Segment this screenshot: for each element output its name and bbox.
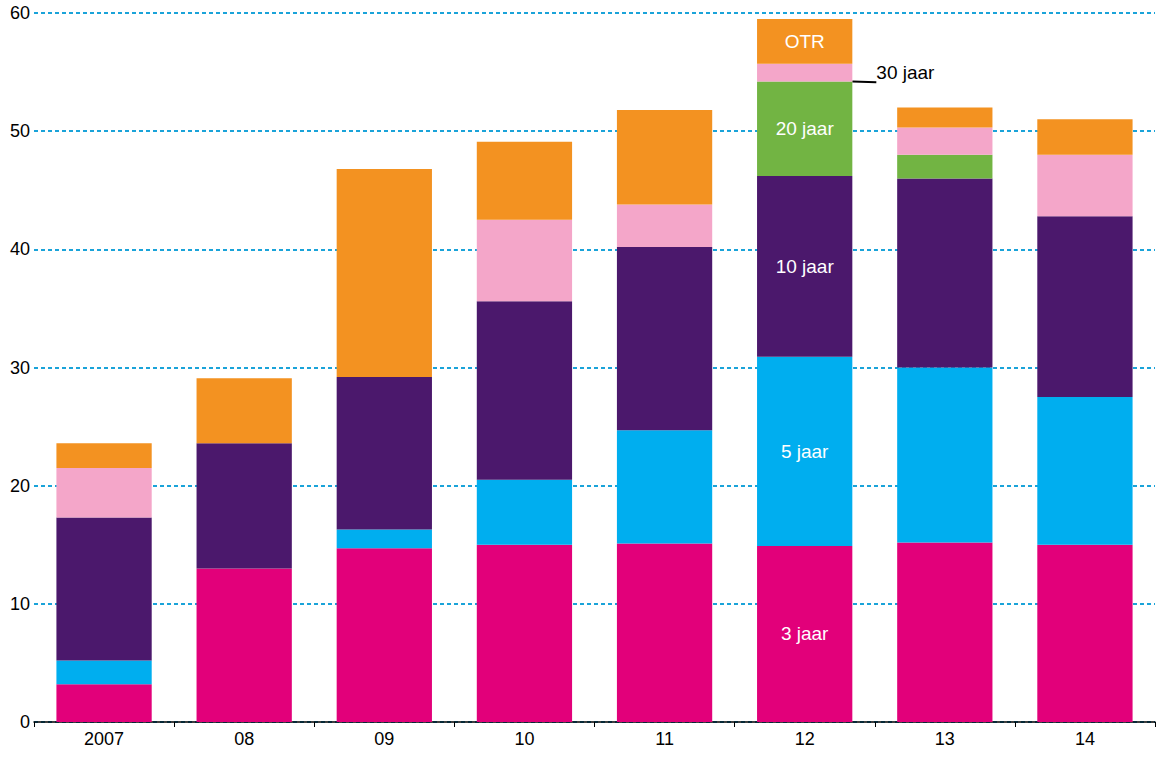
svg-text:30: 30 [10, 358, 30, 378]
svg-text:30 jaar: 30 jaar [876, 62, 935, 83]
svg-text:10: 10 [10, 594, 30, 614]
svg-text:11: 11 [655, 729, 674, 749]
svg-text:3 jaar: 3 jaar [781, 623, 829, 644]
svg-text:20: 20 [10, 476, 30, 496]
svg-text:40: 40 [10, 239, 30, 259]
svg-text:10 jaar: 10 jaar [776, 256, 835, 277]
svg-text:20 jaar: 20 jaar [776, 118, 835, 139]
svg-text:5 jaar: 5 jaar [781, 441, 829, 462]
svg-text:OTR: OTR [785, 31, 825, 52]
svg-text:2007: 2007 [84, 729, 124, 749]
svg-text:60: 60 [10, 3, 30, 23]
svg-text:10: 10 [514, 729, 534, 749]
svg-text:14: 14 [1075, 729, 1095, 749]
svg-text:12: 12 [795, 729, 815, 749]
svg-text:09: 09 [374, 729, 394, 749]
svg-text:50: 50 [10, 121, 30, 141]
svg-text:08: 08 [234, 729, 254, 749]
svg-text:0: 0 [20, 712, 30, 732]
svg-text:13: 13 [935, 729, 955, 749]
